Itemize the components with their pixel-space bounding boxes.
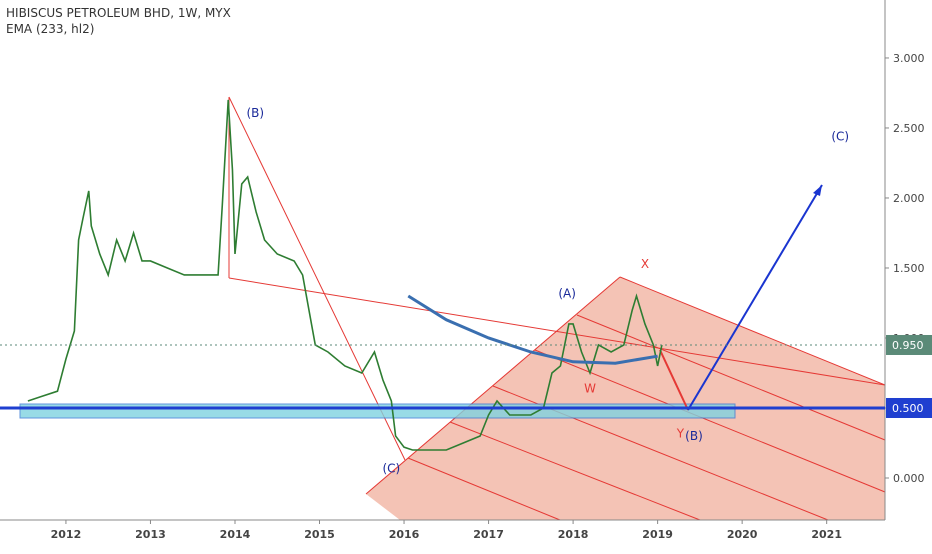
wave-label: X: [641, 257, 649, 271]
price-label: 0.950: [892, 339, 924, 352]
wave-label: (A): [558, 286, 576, 300]
arrow-head: [813, 185, 822, 196]
x-tick-label: 2012: [51, 528, 82, 541]
trend-line: [228, 277, 886, 386]
trend-line: [228, 96, 406, 461]
price-label-box: [886, 334, 932, 355]
pitchfork-line: [576, 314, 886, 441]
chart-title: HIBISCUS PETROLEUM BHD, 1W, MYX: [6, 6, 231, 20]
x-tick-label: 2021: [811, 528, 842, 541]
wave-label: (C): [831, 130, 849, 144]
price-label-box: [886, 397, 932, 418]
x-tick-label: 2015: [304, 528, 335, 541]
x-tick-label: 2013: [135, 528, 166, 541]
x-tick-label: 2014: [220, 528, 251, 541]
y-tick-label: 0.000: [893, 472, 925, 485]
pitchfork-area: [366, 277, 885, 520]
price-line: [27, 99, 663, 451]
pitchfork-line: [407, 457, 561, 521]
x-tick-label: 2017: [473, 528, 504, 541]
pitchfork-line: [449, 421, 701, 521]
x-tick-label: 2020: [727, 528, 758, 541]
wave-arrow: [687, 184, 823, 411]
wave-arrow: [659, 349, 689, 411]
y-tick-label: 3.000: [893, 52, 925, 65]
pitchfork-line: [619, 276, 886, 386]
wave-label: (B): [685, 429, 703, 443]
chart-subtitle: EMA (233, hl2): [6, 22, 94, 36]
y-tick-label: 1.500: [893, 262, 925, 275]
x-tick-label: 2019: [642, 528, 673, 541]
wave-label: (C): [382, 461, 400, 475]
ema-line: [407, 294, 658, 365]
x-tick-label: 2018: [558, 528, 589, 541]
price-label: 0.500: [892, 402, 924, 415]
y-tick-label: 2.500: [893, 122, 925, 135]
zone-box: [19, 403, 736, 419]
pitchfork-line: [534, 349, 886, 493]
y-tick-label: 2.000: [893, 192, 925, 205]
wave-label: W: [584, 382, 596, 396]
x-tick-label: 2016: [389, 528, 420, 541]
wave-label: (B): [246, 106, 264, 120]
wave-label: Y: [676, 426, 685, 440]
